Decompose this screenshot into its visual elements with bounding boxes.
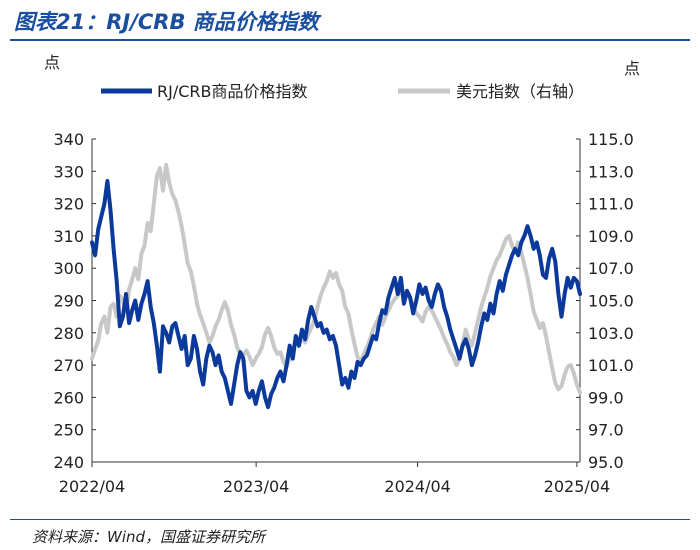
right-tick-label: 99.0 [588, 388, 624, 407]
title-divider [10, 39, 690, 41]
x-tick-label: 2024/04 [384, 477, 450, 496]
right-tick-label: 97.0 [588, 421, 624, 440]
source-note: 资料来源：Wind，国盛证券研究所 [32, 528, 266, 546]
axes: 240 250 260 270 280 290 300 310 320 330 340 95.0 97.… [53, 130, 633, 496]
right-tick-label: 113.0 [588, 162, 634, 181]
series-layer [90, 162, 582, 410]
right-tick-label: 115.0 [588, 130, 634, 149]
x-tick-label: 2025/04 [544, 477, 610, 496]
legend-label-usd: 美元指数（右轴） [456, 82, 584, 101]
legend-label-crb: RJ/CRB商品价格指数 [157, 82, 308, 101]
series-line-usd [90, 162, 582, 395]
left-tick-label: 250 [53, 421, 84, 440]
right-tick-label: 109.0 [588, 227, 634, 246]
left-axis-unit: 点 [44, 53, 60, 72]
right-tick-label: 101.0 [588, 356, 634, 375]
left-tick-label: 280 [53, 324, 84, 343]
left-tick-label: 300 [53, 259, 84, 278]
right-tick-label: 103.0 [588, 324, 634, 343]
left-tick-label: 340 [53, 130, 84, 149]
left-tick-label: 320 [53, 195, 84, 214]
left-tick-label: 260 [53, 388, 84, 407]
x-tick-label: 2022/04 [59, 477, 125, 496]
chart-title: 图表21：RJ/CRB 商品价格指数 [14, 10, 319, 34]
right-axis-unit: 点 [624, 59, 640, 78]
left-tick-label: 290 [53, 292, 84, 311]
x-tick-label: 2023/04 [223, 477, 289, 496]
left-tick-label: 330 [53, 162, 84, 181]
source-divider [10, 519, 690, 520]
series-line-crb [90, 179, 582, 410]
right-tick-label: 105.0 [588, 292, 634, 311]
left-tick-label: 310 [53, 227, 84, 246]
right-tick-label: 111.0 [588, 195, 634, 214]
left-tick-label: 240 [53, 453, 84, 472]
chart: RJ/CRB商品价格指数 美元指数（右轴） 点 点 240 250 260 270 28… [44, 53, 640, 496]
legend: RJ/CRB商品价格指数 美元指数（右轴） [101, 82, 584, 101]
right-tick-label: 107.0 [588, 259, 634, 278]
right-tick-label: 95.0 [588, 453, 624, 472]
left-tick-label: 270 [53, 356, 84, 375]
